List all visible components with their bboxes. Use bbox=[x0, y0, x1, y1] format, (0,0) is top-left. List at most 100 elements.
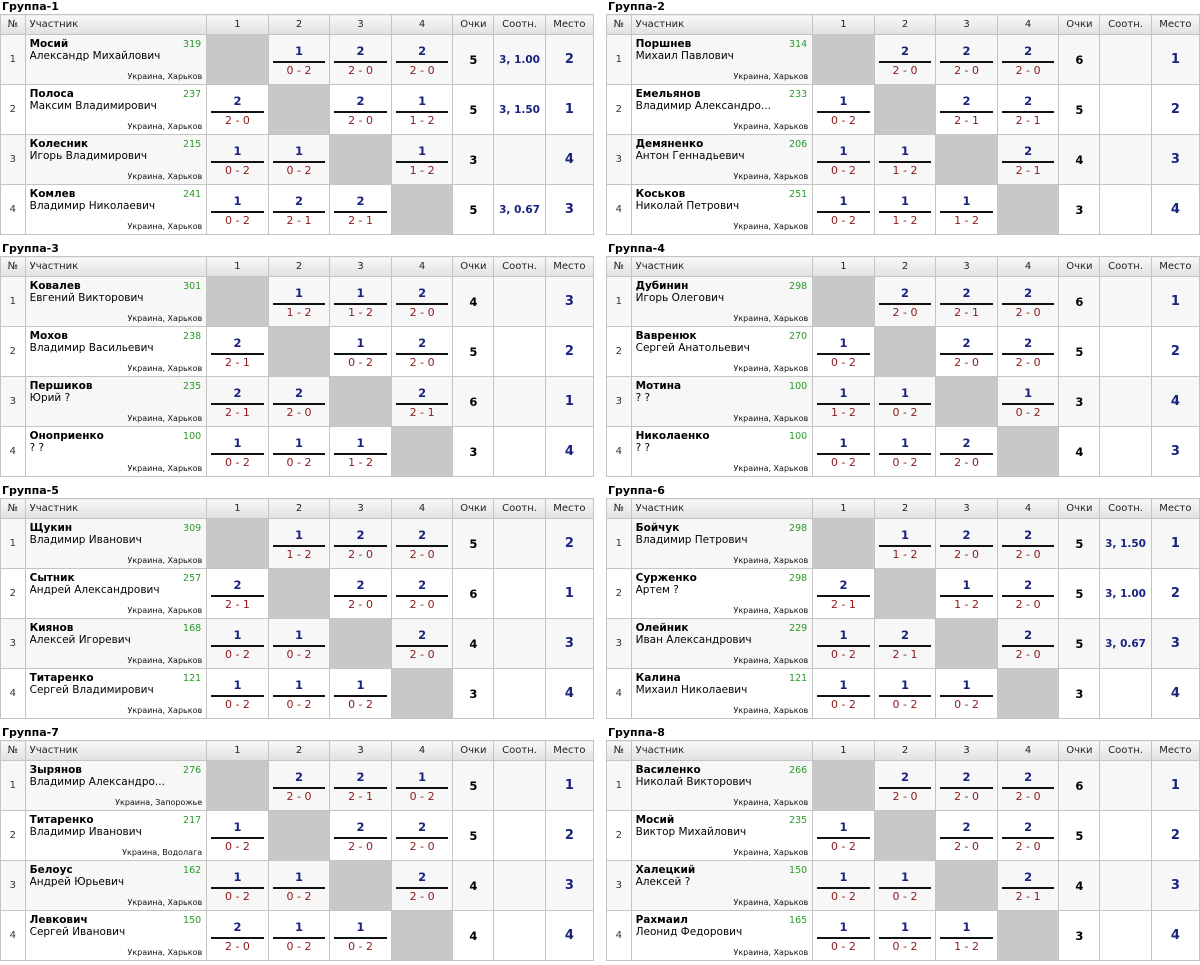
col-header-points[interactable]: Очки bbox=[452, 498, 495, 519]
col-header-num[interactable]: № bbox=[606, 256, 632, 277]
match-result-cell[interactable]: 2 2 - 0 bbox=[267, 760, 331, 811]
participant-surname[interactable]: Левкович bbox=[29, 914, 88, 926]
col-header-participant[interactable]: Участник bbox=[24, 256, 208, 277]
match-result-cell[interactable]: 2 2 - 0 bbox=[390, 34, 454, 85]
participant-surname[interactable]: Комлев bbox=[29, 188, 76, 200]
col-header-opponent-3[interactable]: 3 bbox=[329, 256, 392, 277]
participant-surname[interactable]: Вавренюк bbox=[635, 330, 697, 342]
col-header-participant[interactable]: Участник bbox=[630, 14, 814, 35]
participant-surname[interactable]: Киянов bbox=[29, 622, 74, 634]
match-result-cell[interactable]: 1 0 - 2 bbox=[812, 910, 875, 961]
participant-cell[interactable]: Дубинин Игорь Олегович 298 Украина, Харьков bbox=[630, 276, 814, 327]
match-result-cell[interactable]: 2 2 - 0 bbox=[935, 760, 998, 811]
participant-cell[interactable]: Комлев Владимир Николаевич 241 Украина, Хар… bbox=[24, 184, 208, 235]
col-header-opponent-3[interactable]: 3 bbox=[935, 498, 998, 519]
match-result-cell[interactable]: 2 2 - 1 bbox=[206, 568, 269, 619]
participant-surname[interactable]: Оноприенко bbox=[29, 430, 104, 442]
match-result-cell[interactable]: 2 2 - 0 bbox=[996, 276, 1060, 327]
col-header-num[interactable]: № bbox=[0, 740, 26, 761]
participant-cell[interactable]: Щукин Владимир Иванович 309 Украина, Харько… bbox=[24, 518, 208, 569]
participant-surname[interactable]: Сурженко bbox=[635, 572, 697, 584]
match-result-cell[interactable]: 2 2 - 0 bbox=[390, 618, 454, 669]
match-result-cell[interactable]: 2 2 - 0 bbox=[996, 34, 1060, 85]
participant-surname[interactable]: Коськов bbox=[635, 188, 686, 200]
match-result-cell[interactable]: 1 0 - 2 bbox=[873, 910, 937, 961]
participant-cell[interactable]: Вавренюк Сергей Анатольевич 270 Украина, Ха… bbox=[630, 326, 814, 377]
col-header-points[interactable]: Очки bbox=[452, 256, 495, 277]
col-header-opponent-2[interactable]: 2 bbox=[873, 498, 937, 519]
col-header-place[interactable]: Место bbox=[544, 740, 595, 761]
participant-surname[interactable]: Колесник bbox=[29, 138, 89, 150]
match-result-cell[interactable]: 1 0 - 2 bbox=[873, 376, 937, 427]
match-result-cell[interactable]: 2 2 - 0 bbox=[935, 518, 998, 569]
col-header-num[interactable]: № bbox=[0, 498, 26, 519]
match-result-cell[interactable]: 1 0 - 2 bbox=[267, 860, 331, 911]
match-result-cell[interactable]: 1 0 - 2 bbox=[390, 760, 454, 811]
participant-surname[interactable]: Халецкий bbox=[635, 864, 696, 876]
col-header-opponent-3[interactable]: 3 bbox=[935, 14, 998, 35]
col-header-opponent-1[interactable]: 1 bbox=[206, 14, 269, 35]
match-result-cell[interactable]: 1 0 - 2 bbox=[206, 426, 269, 477]
col-header-opponent-4[interactable]: 4 bbox=[390, 740, 454, 761]
col-header-ratio[interactable]: Соотн. bbox=[1099, 256, 1152, 277]
match-result-cell[interactable]: 1 0 - 2 bbox=[267, 426, 331, 477]
match-result-cell[interactable]: 1 0 - 2 bbox=[812, 618, 875, 669]
col-header-opponent-4[interactable]: 4 bbox=[996, 14, 1060, 35]
match-result-cell[interactable]: 2 2 - 0 bbox=[996, 760, 1060, 811]
col-header-points[interactable]: Очки bbox=[1058, 256, 1101, 277]
col-header-ratio[interactable]: Соотн. bbox=[1099, 498, 1152, 519]
match-result-cell[interactable]: 2 2 - 0 bbox=[935, 34, 998, 85]
match-result-cell[interactable]: 1 0 - 2 bbox=[812, 184, 875, 235]
participant-cell[interactable]: Оноприенко? ? 100 Украина, Харьков bbox=[24, 426, 208, 477]
col-header-place[interactable]: Место bbox=[1150, 498, 1200, 519]
match-result-cell[interactable]: 2 2 - 0 bbox=[329, 518, 392, 569]
col-header-opponent-4[interactable]: 4 bbox=[996, 740, 1060, 761]
match-result-cell[interactable]: 1 1 - 2 bbox=[873, 184, 937, 235]
match-result-cell[interactable]: 2 2 - 0 bbox=[329, 810, 392, 861]
match-result-cell[interactable]: 2 2 - 1 bbox=[996, 134, 1060, 185]
match-result-cell[interactable]: 2 2 - 1 bbox=[812, 568, 875, 619]
match-result-cell[interactable]: 1 0 - 2 bbox=[206, 668, 269, 719]
col-header-place[interactable]: Место bbox=[1150, 256, 1200, 277]
col-header-participant[interactable]: Участник bbox=[24, 14, 208, 35]
col-header-ratio[interactable]: Соотн. bbox=[1099, 740, 1152, 761]
match-result-cell[interactable]: 2 2 - 1 bbox=[390, 376, 454, 427]
col-header-ratio[interactable]: Соотн. bbox=[493, 498, 546, 519]
match-result-cell[interactable]: 1 0 - 2 bbox=[812, 668, 875, 719]
participant-cell[interactable]: Киянов Алексей Игоревич 168 Украина, Харько… bbox=[24, 618, 208, 669]
participant-cell[interactable]: Василенко Николай Викторович 266 Украина, Х… bbox=[630, 760, 814, 811]
match-result-cell[interactable]: 1 0 - 2 bbox=[812, 810, 875, 861]
participant-cell[interactable]: Демяненко Антон Геннадьевич 206 Украина, Ха… bbox=[630, 134, 814, 185]
match-result-cell[interactable]: 2 2 - 1 bbox=[206, 326, 269, 377]
col-header-place[interactable]: Место bbox=[544, 498, 595, 519]
col-header-opponent-2[interactable]: 2 bbox=[267, 498, 331, 519]
participant-surname[interactable]: Василенко bbox=[635, 764, 701, 776]
participant-surname[interactable]: Олейник bbox=[635, 622, 689, 634]
col-header-place[interactable]: Место bbox=[1150, 740, 1200, 761]
participant-surname[interactable]: Щукин bbox=[29, 522, 73, 534]
match-result-cell[interactable]: 2 2 - 0 bbox=[935, 326, 998, 377]
match-result-cell[interactable]: 1 0 - 2 bbox=[206, 184, 269, 235]
match-result-cell[interactable]: 2 2 - 0 bbox=[390, 568, 454, 619]
participant-surname[interactable]: Николаенко bbox=[635, 430, 710, 442]
col-header-opponent-1[interactable]: 1 bbox=[812, 256, 875, 277]
match-result-cell[interactable]: 1 0 - 2 bbox=[267, 910, 331, 961]
col-header-opponent-4[interactable]: 4 bbox=[390, 498, 454, 519]
participant-cell[interactable]: Рахмаил Леонид Федорович 165 Украина, Харьк… bbox=[630, 910, 814, 961]
match-result-cell[interactable]: 2 2 - 1 bbox=[206, 376, 269, 427]
participant-surname[interactable]: Мотина bbox=[635, 380, 682, 392]
match-result-cell[interactable]: 1 0 - 2 bbox=[329, 326, 392, 377]
participant-cell[interactable]: Бойчук Владимир Петрович 298 Украина, Харьк… bbox=[630, 518, 814, 569]
match-result-cell[interactable]: 2 2 - 1 bbox=[996, 84, 1060, 135]
col-header-participant[interactable]: Участник bbox=[24, 498, 208, 519]
match-result-cell[interactable]: 1 0 - 2 bbox=[812, 134, 875, 185]
match-result-cell[interactable]: 1 1 - 2 bbox=[390, 134, 454, 185]
col-header-num[interactable]: № bbox=[606, 498, 632, 519]
participant-surname[interactable]: Першиков bbox=[29, 380, 93, 392]
match-result-cell[interactable]: 2 2 - 0 bbox=[996, 326, 1060, 377]
participant-cell[interactable]: Полоса Максим Владимирович 237 Украина, Хар… bbox=[24, 84, 208, 135]
match-result-cell[interactable]: 1 1 - 2 bbox=[267, 518, 331, 569]
col-header-opponent-2[interactable]: 2 bbox=[873, 256, 937, 277]
participant-surname[interactable]: Демяненко bbox=[635, 138, 704, 150]
match-result-cell[interactable]: 2 2 - 0 bbox=[329, 84, 392, 135]
